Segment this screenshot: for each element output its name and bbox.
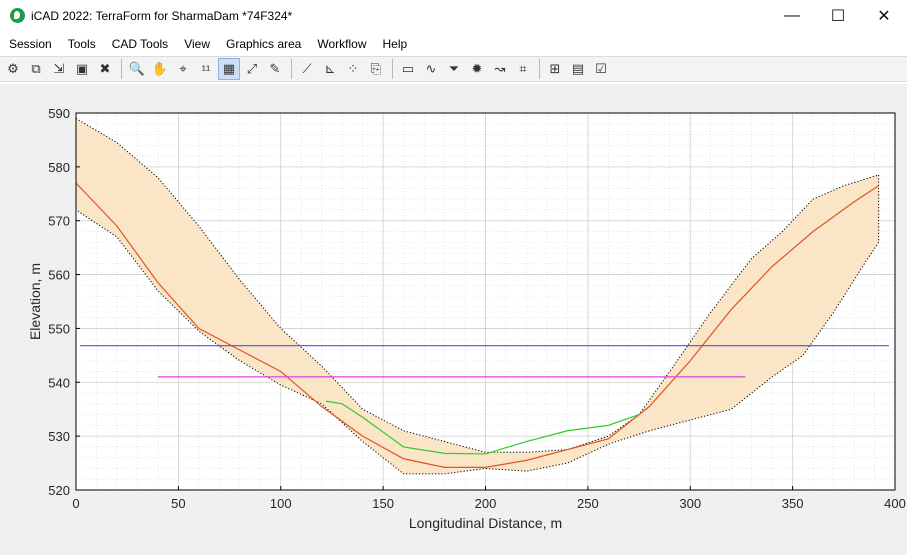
toolbar-separator — [539, 59, 540, 79]
check-sheet-icon[interactable]: ☑ — [595, 61, 607, 76]
window-title: iCAD 2022: TerraForm for SharmaDam *74F3… — [31, 8, 293, 23]
export-icon[interactable]: ⎘ — [370, 61, 382, 76]
layout-icon[interactable]: ⌗ — [519, 61, 527, 76]
graphics-area[interactable]: 0 50 100 150 200 250 300 350 400 520 530 540 550 560 5… — [0, 84, 907, 555]
title-bar: iCAD 2022: TerraForm for SharmaDam *74F3… — [0, 0, 907, 31]
section-icon[interactable]: ⊾ — [324, 61, 336, 76]
grid-icon[interactable]: ▦ — [218, 58, 240, 80]
window-controls: — ☐ ✕ — [769, 0, 907, 31]
toolbar-separator — [291, 59, 292, 79]
y-axis-label: Elevation, m — [27, 263, 43, 340]
menu-cad-tools[interactable]: CAD Tools — [111, 37, 169, 51]
y-tick-label: 580 — [48, 160, 70, 175]
x-tick-label: 350 — [782, 496, 804, 511]
edit-notes-icon[interactable]: ✎ — [269, 61, 281, 76]
menu-help[interactable]: Help — [382, 37, 408, 51]
x-tick-label: 0 — [72, 496, 79, 511]
menu-workflow[interactable]: Workflow — [317, 37, 367, 51]
report-icon[interactable]: ⊞ — [549, 61, 561, 76]
x-axis-label: Longitudinal Distance, m — [409, 515, 562, 531]
x-tick-label: 300 — [679, 496, 701, 511]
gear-icon[interactable]: ✹ — [471, 61, 483, 76]
x-tick-label: 100 — [270, 496, 292, 511]
y-tick-label: 570 — [48, 214, 70, 229]
profile-chart[interactable]: 0 50 100 150 200 250 300 350 400 520 530 540 550 560 5… — [0, 84, 907, 555]
tick-layer: 0 50 100 150 200 250 300 350 400 520 530 540 550 560 5… — [48, 106, 906, 511]
series-line-0 — [75, 182, 879, 468]
curve-icon[interactable]: ∿ — [425, 61, 437, 76]
toolbar-separator — [121, 59, 122, 79]
maximize-button[interactable]: ☐ — [830, 7, 846, 25]
x-tick-label: 50 — [171, 496, 185, 511]
y-tick-label: 550 — [48, 321, 70, 336]
menu-graphics-area[interactable]: Graphics area — [225, 37, 302, 51]
series-line-1 — [325, 400, 640, 455]
x-tick-label: 200 — [475, 496, 497, 511]
menu-tools[interactable]: Tools — [67, 37, 96, 51]
series-layer — [75, 182, 889, 468]
copy-icon[interactable]: ⧉ — [31, 61, 41, 76]
route-icon[interactable]: ↝ — [494, 61, 506, 76]
zoom-icon[interactable]: 🔍 — [128, 61, 146, 76]
sheet-icon[interactable]: ▤ — [571, 61, 585, 76]
menu-bar: Session Tools CAD Tools View Graphics ar… — [0, 33, 907, 55]
erase-icon[interactable]: ✖ — [99, 61, 111, 76]
settings-icon[interactable]: ⚙ — [7, 61, 19, 76]
close-button[interactable]: ✕ — [877, 7, 891, 25]
x-tick-label: 250 — [577, 496, 599, 511]
scatter-points-icon[interactable]: ⁘ — [347, 61, 359, 76]
x-tick-label: 400 — [884, 496, 906, 511]
app-logo-icon — [10, 8, 25, 23]
pick-point-icon[interactable]: ⌖ — [179, 61, 187, 76]
x-tick-label: 150 — [372, 496, 394, 511]
toolbar-separator — [392, 59, 393, 79]
menu-session[interactable]: Session — [9, 37, 52, 51]
y-tick-label: 590 — [48, 106, 70, 121]
y-tick-label: 530 — [48, 429, 70, 444]
y-tick-label: 520 — [48, 483, 70, 498]
filter-icon[interactable]: ⏷ — [448, 61, 460, 76]
y-tick-label: 560 — [48, 268, 70, 283]
save-icon[interactable]: ▣ — [75, 61, 89, 76]
scale-icon[interactable]: ¹¹ — [201, 61, 211, 77]
menu-view[interactable]: View — [184, 37, 210, 51]
measure-icon[interactable]: ▭ — [401, 61, 415, 76]
y-tick-label: 540 — [48, 375, 70, 390]
profile-line-icon[interactable]: ⟋ — [302, 61, 312, 76]
zoom-extents-icon[interactable]: ⤢ — [246, 61, 258, 76]
minimize-button[interactable]: — — [784, 6, 800, 24]
pan-hand-icon[interactable]: ✋ — [151, 61, 169, 76]
import-icon[interactable]: ⇲ — [53, 61, 65, 76]
toolbar: ⚙ ⧉ ⇲ ▣ ✖ 🔍 ✋ ⌖ ¹¹ ▦ ⤢ ✎ ⟋ ⊾ ⁘ ⎘ ▭ ∿ ⏷ ✹ ↝ ⌗ ⊞ ▤ ☑ — [0, 56, 907, 82]
